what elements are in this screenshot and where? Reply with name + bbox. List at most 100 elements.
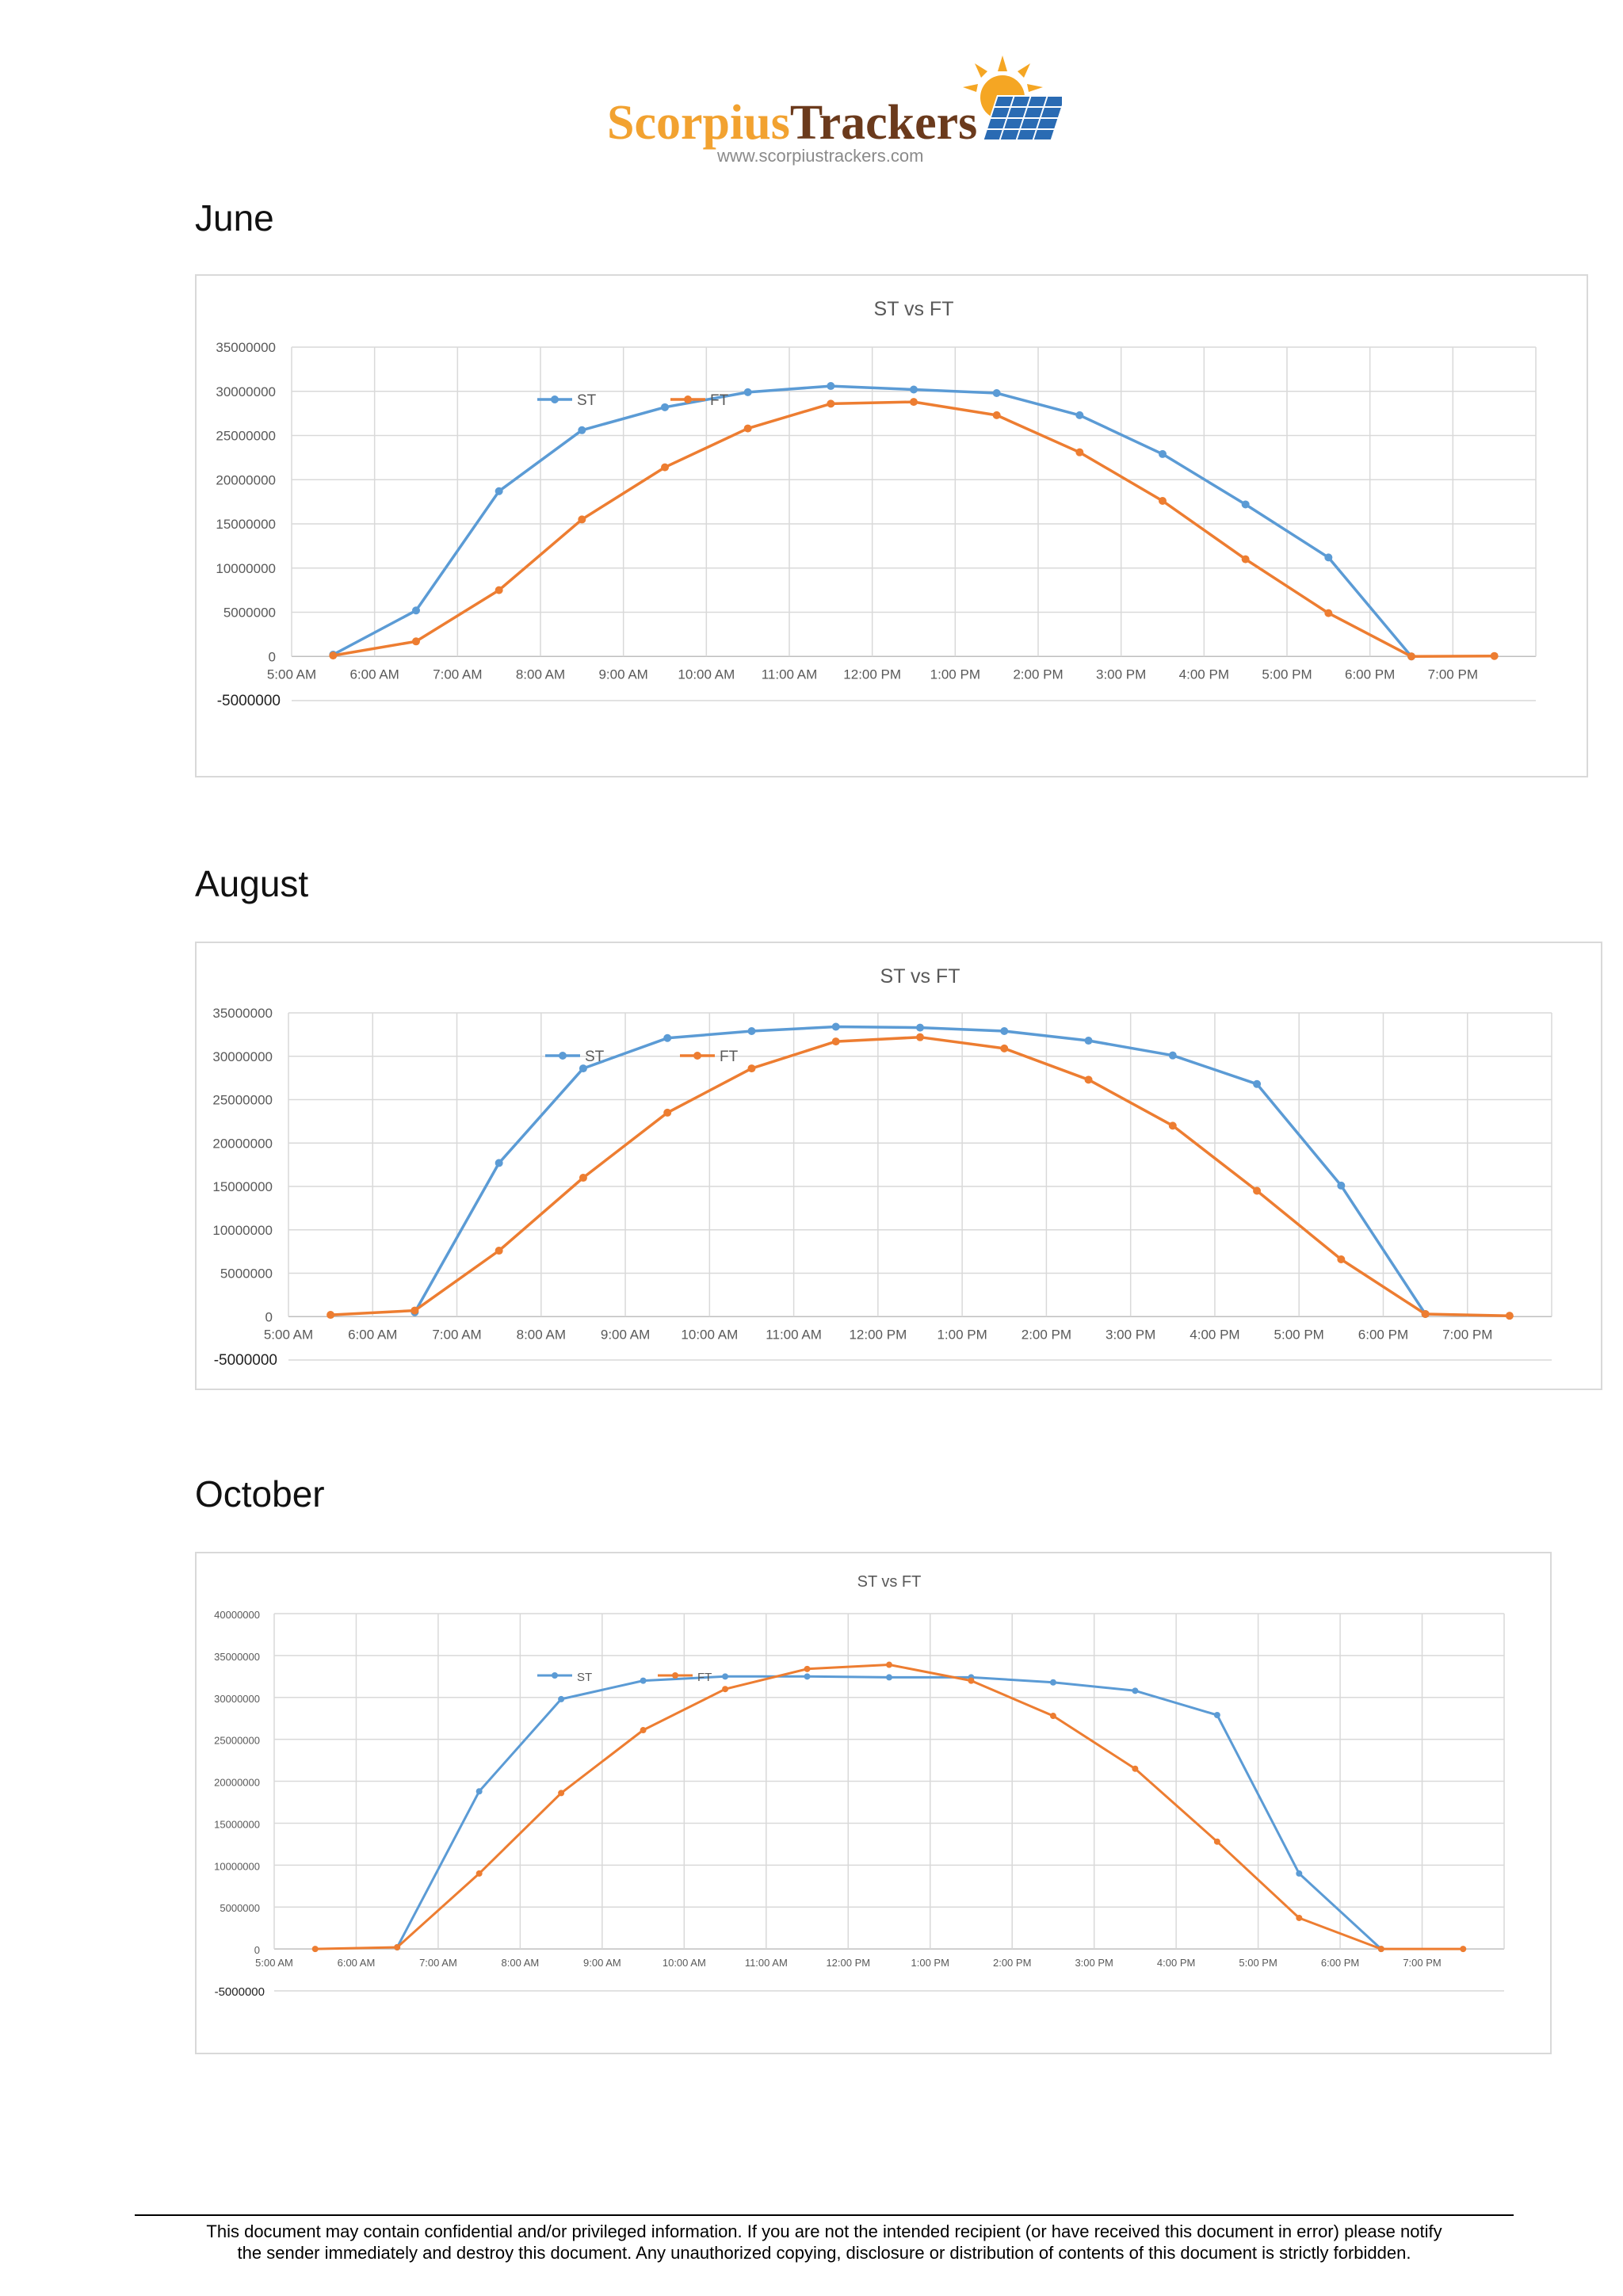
x-tick-label: 7:00 AM [419,1957,457,1969]
confidentiality-notice: This document may contain confidential a… [135,2221,1514,2264]
x-tick-label: 12:00 PM [843,667,901,682]
chart-title: ST vs FT [880,965,960,988]
x-tick-label: 9:00 AM [583,1957,621,1969]
x-tick-label: 5:00 PM [1262,667,1312,682]
legend-label-st: ST [585,1049,605,1065]
y-tick-label: 15000000 [216,517,276,532]
x-tick-label: 9:00 AM [601,1327,650,1342]
x-tick-label: 8:00 AM [517,1327,566,1342]
x-tick-label: 9:00 AM [598,667,647,682]
x-tick-label: 6:00 PM [1358,1327,1408,1342]
y-tick-label: 15000000 [214,1818,260,1830]
data-point-st [579,1064,587,1073]
series-line-ft [333,400,1495,659]
legend-marker-st [559,1052,567,1060]
x-tick-label: 5:00 AM [267,667,316,682]
data-point-st [1049,1679,1056,1686]
chart-august: ST vs FT 35000000 30000000 25000000 20000000… [195,942,1602,1390]
series-line-st [332,384,1413,658]
x-tick-label: 1:00 PM [937,1327,987,1342]
data-point-ft [827,399,835,408]
y-tick-label: 5000000 [220,1266,273,1282]
data-point-ft [886,1661,892,1668]
y-tick-label: 35000000 [216,340,276,355]
footer-line-2: the sender immediately and destroy this … [237,2243,1411,2263]
x-tick-label: 10:00 AM [663,1957,706,1969]
data-point-ft [311,1946,319,1953]
y-tick-label: -5000000 [215,1985,265,1999]
x-tick-label: 11:00 AM [766,1327,822,1342]
y-tick-label: 10000000 [212,1223,273,1238]
data-point-ft [558,1790,565,1797]
x-tick-label: 5:00 AM [255,1957,293,1969]
data-point-ft [831,1037,840,1046]
data-point-st [578,426,586,434]
company-logo: ScorpiusTrackers www.scorpiustrackers.co… [602,54,1062,173]
y-tick-label: 0 [269,649,276,664]
data-point-st [1159,449,1167,458]
y-tick-label: 20000000 [212,1136,273,1151]
data-point-st [640,1677,647,1684]
data-point-ft [747,1064,756,1073]
section-title-august: August [195,863,309,904]
data-point-st [1168,1051,1177,1060]
x-tick-label: 1:00 PM [911,1957,949,1969]
logo-word-1: Scorpius [607,96,790,150]
x-tick-label: 4:00 PM [1190,1327,1239,1342]
logo-url: www.scorpiustrackers.com [717,146,924,166]
x-tick-label: 2:00 PM [993,1957,1031,1969]
legend-marker-st [551,395,559,403]
data-point-st [804,1673,811,1680]
chart-august-svg: ST vs FT 35000000 30000000 25000000 20000000… [212,965,1552,1369]
data-point-ft [394,1943,401,1950]
data-point-ft [1460,1946,1467,1953]
legend-label-ft: FT [710,392,729,409]
x-tick-label: 11:00 AM [762,667,818,682]
data-point-st [495,1159,503,1167]
y-tick-label: 5000000 [223,606,276,621]
data-point-ft [1000,1044,1009,1052]
data-point-ft [327,1311,335,1320]
chart-june-svg: ST vs FT 35000000 30000000 25000000 20000000… [216,298,1537,709]
data-point-st [827,382,835,391]
legend-label-st: ST [577,392,597,409]
y-tick-label: 0 [265,1309,273,1324]
data-point-st [412,606,420,615]
chart-title: ST vs FT [857,1573,922,1591]
data-point-st [1084,1037,1093,1045]
x-tick-label: 2:00 PM [1013,667,1063,682]
legend-marker-ft [693,1052,701,1060]
data-point-st [1213,1711,1220,1718]
x-tick-label: 7:00 AM [433,667,482,682]
data-point-ft [1377,1946,1384,1953]
data-point-ft [910,398,918,407]
data-point-st [1324,553,1333,562]
data-point-st [475,1788,483,1795]
x-tick-label: 5:00 PM [1274,1327,1324,1342]
y-tick-label: 25000000 [212,1093,273,1108]
data-point-ft [1324,609,1333,617]
data-point-ft [495,586,503,594]
data-point-ft [1490,651,1499,660]
x-tick-label: 3:00 PM [1075,1957,1113,1969]
x-tick-label: 7:00 PM [1403,1957,1441,1969]
y-tick-label: -5000000 [214,1352,277,1369]
x-tick-label: 7:00 PM [1428,667,1478,682]
section-title-october: October [195,1473,325,1515]
sun-panel-icon [963,55,1062,143]
x-tick-label: 8:00 AM [516,667,565,682]
x-tick-label: 4:00 PM [1179,667,1229,682]
x-tick-label: 6:00 AM [349,667,399,682]
data-point-st [1075,411,1084,419]
data-point-st [910,385,918,394]
data-point-ft [1168,1121,1177,1130]
data-point-st [1253,1079,1262,1088]
legend-label-ft: FT [720,1049,739,1065]
data-point-ft [1075,448,1084,457]
data-point-ft [1505,1312,1514,1320]
y-tick-label: 25000000 [214,1735,260,1747]
y-tick-label: 35000000 [214,1651,260,1663]
data-point-st [495,487,503,495]
y-tick-label: 10000000 [216,561,276,576]
data-point-st [747,1026,756,1035]
